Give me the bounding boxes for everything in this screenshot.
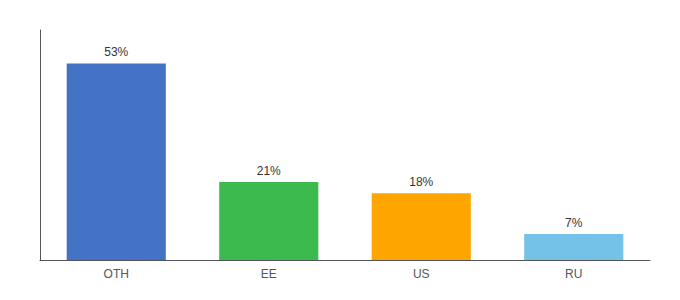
svg-text:53%: 53% [104, 45, 128, 59]
svg-text:EE: EE [261, 267, 277, 281]
svg-text:18%: 18% [409, 175, 433, 189]
svg-text:OTH: OTH [104, 267, 129, 281]
svg-text:21%: 21% [257, 164, 281, 178]
svg-text:7%: 7% [565, 216, 583, 230]
svg-text:US: US [413, 267, 430, 281]
svg-text:RU: RU [565, 267, 582, 281]
